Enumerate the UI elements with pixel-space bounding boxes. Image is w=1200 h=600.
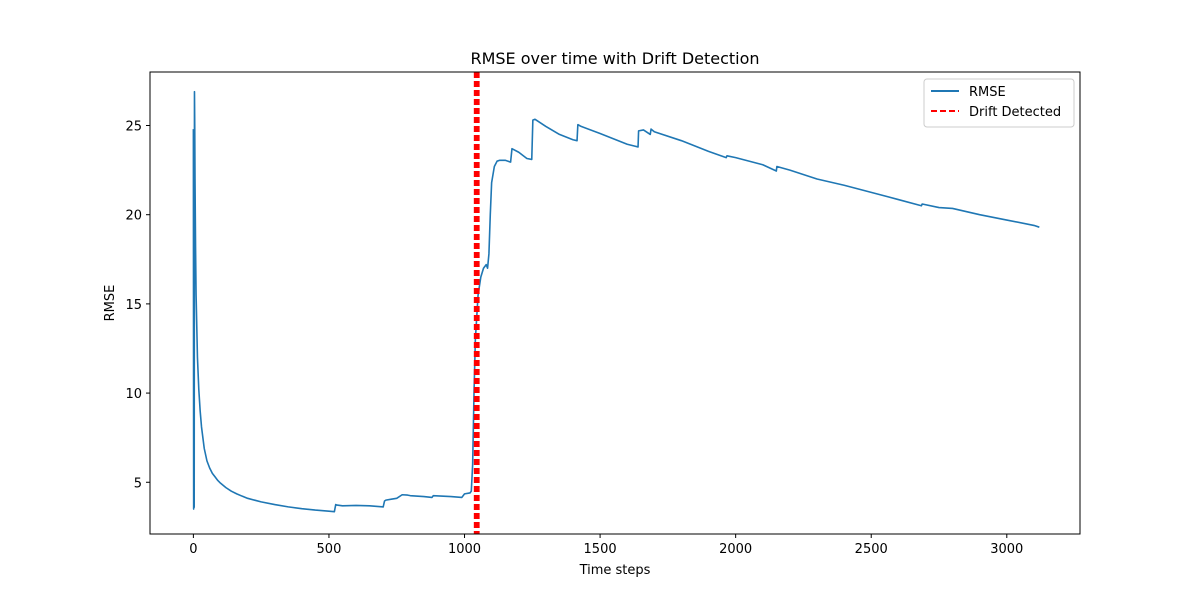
legend: RMSE Drift Detected — [923, 78, 1075, 128]
x-tick-label: 1500 — [584, 542, 617, 557]
y-tick-label: 20 — [125, 209, 142, 224]
x-tick-label: 500 — [317, 542, 342, 557]
y-tick-label: 15 — [125, 298, 142, 313]
x-tick-label: 2000 — [719, 542, 752, 557]
y-tick-label: 25 — [125, 120, 142, 135]
x-axis: 0 500 1000 1500 2000 2500 3000 — [189, 534, 1023, 557]
y-tick-label: 10 — [125, 387, 142, 402]
legend-label-drift: Drift Detected — [969, 105, 1061, 120]
chart-title: RMSE over time with Drift Detection — [470, 49, 759, 68]
legend-box — [923, 78, 1075, 128]
plot-area — [192, 72, 1040, 534]
legend-label-rmse: RMSE — [969, 85, 1006, 100]
x-tick-label: 3000 — [990, 542, 1023, 557]
y-axis: 5 10 15 20 25 — [125, 120, 150, 491]
x-tick-label: 0 — [189, 542, 197, 557]
y-axis-title: RMSE — [103, 285, 118, 322]
x-tick-label: 2500 — [855, 542, 888, 557]
x-tick-label: 1000 — [448, 542, 481, 557]
axes-frame — [149, 71, 1081, 535]
y-tick-label: 5 — [134, 476, 142, 491]
x-axis-title: Time steps — [579, 563, 651, 578]
